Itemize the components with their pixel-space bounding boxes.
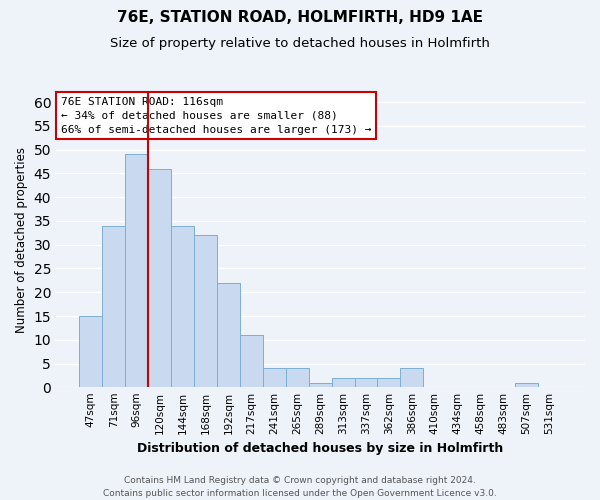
Bar — [79, 316, 103, 388]
Bar — [355, 378, 377, 388]
Bar — [400, 368, 424, 388]
Text: Contains HM Land Registry data © Crown copyright and database right 2024.
Contai: Contains HM Land Registry data © Crown c… — [103, 476, 497, 498]
Bar — [377, 378, 400, 388]
Bar — [263, 368, 286, 388]
Bar — [309, 382, 332, 388]
Bar — [125, 154, 148, 388]
Bar — [332, 378, 355, 388]
Text: 76E, STATION ROAD, HOLMFIRTH, HD9 1AE: 76E, STATION ROAD, HOLMFIRTH, HD9 1AE — [117, 10, 483, 25]
Bar — [240, 335, 263, 388]
Bar — [194, 235, 217, 388]
Text: Size of property relative to detached houses in Holmfirth: Size of property relative to detached ho… — [110, 38, 490, 51]
Bar — [148, 168, 171, 388]
Bar — [515, 382, 538, 388]
Bar — [217, 282, 240, 388]
Text: 76E STATION ROAD: 116sqm
← 34% of detached houses are smaller (88)
66% of semi-d: 76E STATION ROAD: 116sqm ← 34% of detach… — [61, 97, 371, 135]
Y-axis label: Number of detached properties: Number of detached properties — [15, 147, 28, 333]
Bar — [171, 226, 194, 388]
Bar — [103, 226, 125, 388]
Bar — [286, 368, 309, 388]
X-axis label: Distribution of detached houses by size in Holmfirth: Distribution of detached houses by size … — [137, 442, 503, 455]
